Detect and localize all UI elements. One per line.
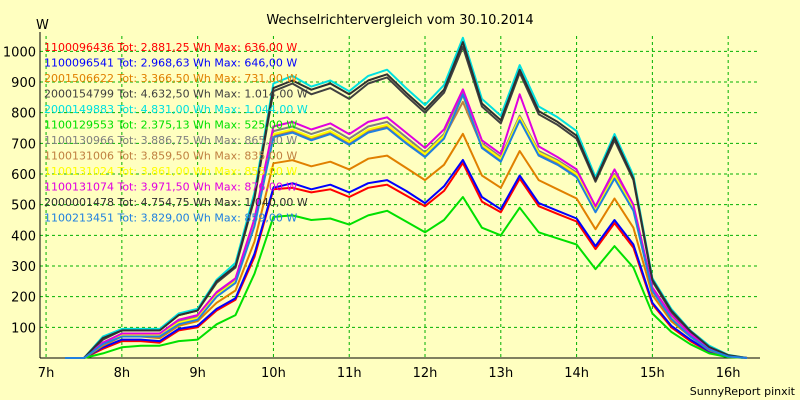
legend-entry: 1100213451 Tot: 3.829,00 Wh Max: 859,00 … (44, 212, 297, 225)
y-tick-label: 700 (11, 137, 36, 152)
y-tick-label: 500 (11, 199, 36, 214)
x-tick-label: 16h (716, 366, 741, 381)
y-tick-label: 400 (11, 229, 36, 244)
y-axis-ticks: 100 200 300 400 500 600 700 800 900 1000 (3, 45, 36, 336)
legend-entry: 2000149883 Tot: 4.831,00 Wh Max: 1.044,0… (44, 103, 308, 116)
y-axis-unit: W (36, 18, 49, 33)
y-tick-label: 600 (11, 168, 36, 183)
x-tick-label: 15h (640, 366, 665, 381)
x-tick-label: 14h (564, 366, 589, 381)
series-line (65, 93, 748, 359)
x-tick-label: 13h (488, 366, 513, 381)
legend-entry: 1100130966 Tot: 3.886,75 Wh Max: 865,00 … (44, 134, 297, 147)
series-line (65, 36, 748, 359)
legend-entry: 1100131024 Tot: 3.861,00 Wh Max: 855,00 … (44, 165, 297, 178)
series-lines (65, 36, 748, 359)
legend-entry: 1100131006 Tot: 3.859,50 Wh Max: 835,00 … (44, 150, 297, 163)
legend-entry: 2000154799 Tot: 4.632,50 Wh Max: 1.014,0… (44, 88, 308, 101)
credit-text: SunnyReport pinxit (690, 385, 796, 398)
axes (39, 32, 760, 359)
x-tick-label: 10h (261, 366, 286, 381)
y-tick-label: 300 (11, 260, 36, 275)
series-line (65, 88, 748, 359)
x-tick-label: 8h (114, 366, 131, 381)
legend: 1100096436 Tot: 2.881,25 Wh Max: 636,00 … (44, 41, 308, 225)
chart-title: Wechselrichtervergleich vom 30.10.2014 (266, 13, 533, 28)
legend-entry: 1100131074 Tot: 3.971,50 Wh Max: 876,00 … (44, 181, 297, 194)
x-tick-label: 11h (337, 366, 362, 381)
series-line (65, 196, 748, 359)
legend-entry: 1100096436 Tot: 2.881,25 Wh Max: 636,00 … (44, 41, 297, 54)
x-axis-ticks: 7h 8h 9h 10h 11h 12h 13h 14h 15h 16h (38, 366, 741, 381)
y-tick-label: 1000 (3, 45, 36, 60)
y-tick-label: 100 (11, 321, 36, 336)
series-line (65, 158, 748, 359)
x-tick-label: 9h (189, 366, 206, 381)
series-line (65, 132, 748, 359)
legend-entry: 2000001478 Tot: 4.754,75 Wh Max: 1.040,0… (44, 196, 308, 209)
legend-entry: 1100129553 Tot: 2.375,13 Wh Max: 525,00 … (44, 119, 297, 132)
legend-entry: 2001506622 Tot: 3.366,50 Wh Max: 731,00 … (44, 72, 297, 85)
x-tick-label: 12h (413, 366, 438, 381)
y-tick-label: 800 (11, 107, 36, 122)
y-tick-label: 200 (11, 291, 36, 306)
x-tick-label: 7h (38, 366, 55, 381)
legend-entry: 1100096541 Tot: 2.968,63 Wh Max: 646,00 … (44, 57, 297, 70)
y-tick-label: 900 (11, 76, 36, 91)
series-line (65, 41, 748, 359)
